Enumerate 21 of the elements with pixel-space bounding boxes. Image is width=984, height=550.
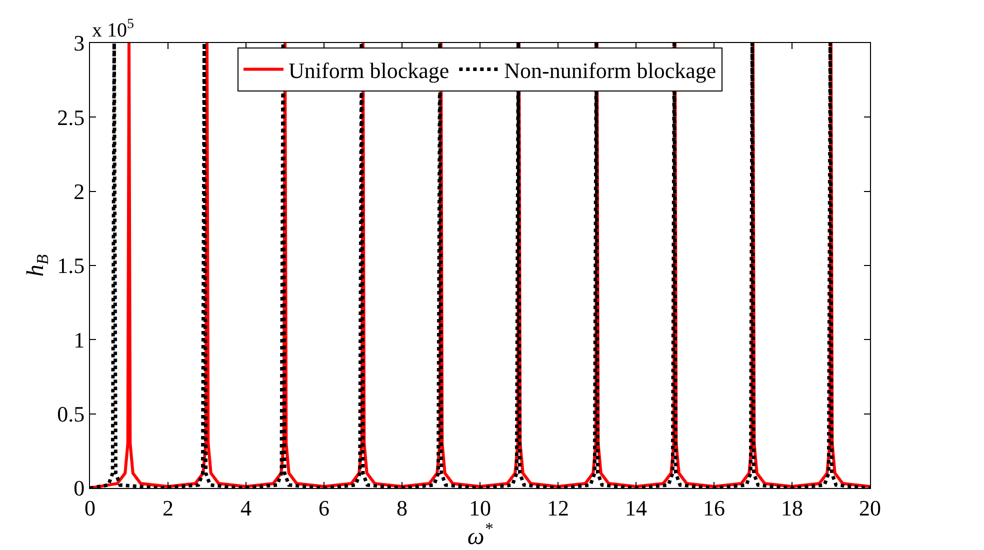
- y-tick-label: 2.5: [57, 104, 85, 130]
- y-tick-label: 0: [74, 476, 85, 501]
- y-tick-label: 1: [74, 327, 85, 352]
- text: x 10$^{5}$: [92, 17, 134, 42]
- x-axis-title: ω$^{*}$: [467, 518, 494, 550]
- y-tick-label: 0.5: [57, 402, 85, 427]
- legend-label: Uniform blockage: [288, 58, 450, 83]
- y-tick-label: 1.5: [57, 253, 85, 278]
- x-tick-label: 20: [859, 495, 881, 520]
- legend-label: Non-nuniform blockage: [504, 58, 716, 83]
- x-tick-label: 4: [240, 495, 252, 520]
- x-tick-label: 16: [703, 495, 725, 520]
- x-tick-label: 18: [781, 495, 803, 520]
- y-tick-label: 3: [74, 30, 85, 56]
- y-tick-label: 2: [74, 179, 85, 204]
- x-tick-label: 10: [469, 495, 491, 520]
- x-tick-label: 2: [162, 495, 174, 520]
- x-tick-label: 8: [396, 495, 408, 520]
- x-tick-label: 12: [547, 495, 569, 520]
- x-tick-label: 6: [318, 495, 330, 520]
- x-tick-label: 14: [625, 495, 647, 520]
